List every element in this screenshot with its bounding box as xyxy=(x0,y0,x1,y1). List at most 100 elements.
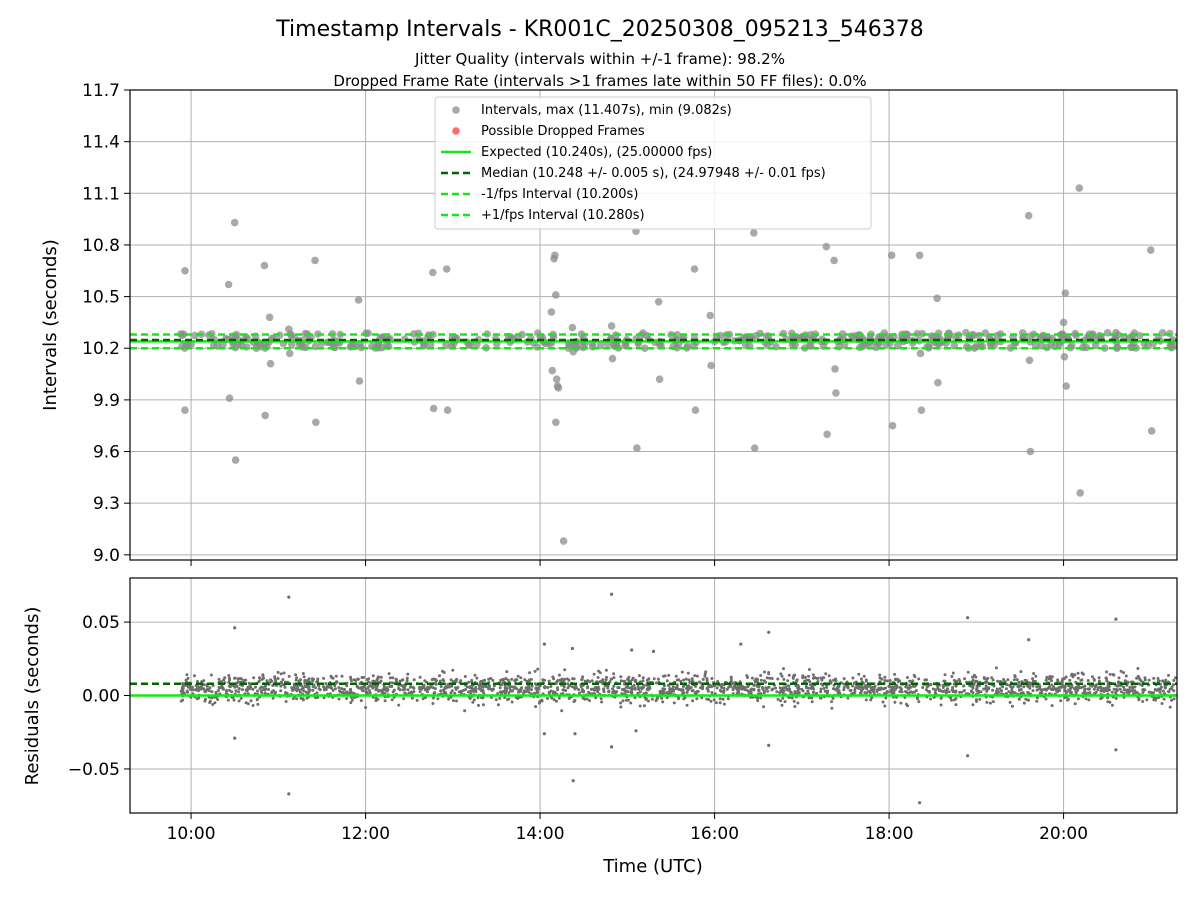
residual-point xyxy=(917,700,921,704)
residual-point xyxy=(792,699,796,703)
residual-point xyxy=(795,679,799,683)
residual-point xyxy=(966,754,970,758)
residual-point xyxy=(1156,679,1160,683)
residual-point xyxy=(322,676,326,680)
residual-point xyxy=(407,691,411,695)
residual-point xyxy=(412,678,416,682)
residual-point xyxy=(797,685,801,689)
residual-point xyxy=(252,676,256,680)
residual-point xyxy=(1101,687,1105,691)
residual-point xyxy=(595,685,598,689)
residual-point xyxy=(459,691,463,695)
residual-point xyxy=(866,685,869,689)
residual-point xyxy=(480,689,484,693)
residual-point xyxy=(418,685,422,689)
residual-point xyxy=(739,642,743,646)
residual-point xyxy=(1058,685,1061,689)
residual-point xyxy=(1090,675,1094,679)
residual-point xyxy=(633,696,637,700)
residual-point xyxy=(994,666,998,670)
interval-point xyxy=(887,251,896,260)
figure-title: Timestamp Intervals - KR001C_20250308_09… xyxy=(275,17,923,42)
intervals-data xyxy=(130,184,1177,545)
residual-point xyxy=(210,690,214,694)
residual-point xyxy=(893,677,897,681)
residual-point xyxy=(1031,677,1034,681)
residual-point xyxy=(630,691,634,695)
residual-point xyxy=(322,696,326,700)
residual-point xyxy=(929,682,933,686)
residual-point xyxy=(249,699,253,703)
residual-point xyxy=(590,679,594,683)
residual-point xyxy=(824,672,828,676)
interval-point xyxy=(429,404,438,413)
residual-point xyxy=(1143,688,1147,692)
residual-point xyxy=(807,686,811,690)
residual-point xyxy=(654,681,658,685)
residual-point xyxy=(881,700,885,704)
residual-point xyxy=(547,691,551,695)
residual-point xyxy=(812,690,815,694)
residual-point xyxy=(701,677,705,681)
residual-point xyxy=(1081,672,1085,676)
residual-point xyxy=(746,676,749,679)
residual-point xyxy=(501,677,505,681)
residual-point xyxy=(527,690,531,694)
residual-point xyxy=(695,674,699,678)
residual-point xyxy=(611,690,615,694)
residual-point xyxy=(934,688,938,692)
residual-point xyxy=(672,688,676,692)
residual-point xyxy=(263,691,267,695)
residual-point xyxy=(340,687,344,691)
residual-point xyxy=(658,690,662,694)
residual-point xyxy=(898,690,902,694)
residual-point xyxy=(941,683,945,687)
residual-point xyxy=(918,801,922,805)
residual-point xyxy=(1131,685,1135,689)
residual-point xyxy=(450,684,454,688)
residual-point xyxy=(204,697,208,701)
residual-point xyxy=(310,677,314,681)
residual-point xyxy=(1119,669,1123,673)
residual-point xyxy=(1114,690,1118,694)
residual-point xyxy=(376,677,380,681)
residual-point xyxy=(955,679,958,683)
residual-point xyxy=(580,678,584,682)
residual-point xyxy=(642,685,645,689)
residual-point xyxy=(400,678,404,682)
residual-point xyxy=(691,699,695,703)
residual-point xyxy=(498,696,502,700)
residual-point xyxy=(621,699,625,703)
residual-point xyxy=(255,697,259,701)
residual-point xyxy=(563,688,567,692)
residual-point xyxy=(261,674,265,678)
residual-point xyxy=(1083,687,1087,691)
residual-point xyxy=(1122,691,1126,695)
residual-point xyxy=(574,686,578,690)
x-tick-label: 18:00 xyxy=(865,824,914,844)
residual-point xyxy=(709,684,713,688)
residual-point xyxy=(556,688,560,692)
residual-point xyxy=(290,686,294,690)
residual-point xyxy=(669,687,673,691)
interval-point xyxy=(655,375,664,384)
residual-point xyxy=(842,682,846,686)
residual-point xyxy=(1045,676,1049,680)
residual-point xyxy=(1088,687,1091,691)
residual-point xyxy=(774,686,778,690)
residual-point xyxy=(582,690,585,694)
residual-point xyxy=(1073,673,1077,677)
residual-point xyxy=(508,686,512,690)
residual-point xyxy=(1059,699,1063,703)
residual-point xyxy=(672,701,676,705)
residual-point xyxy=(1066,698,1069,702)
residual-point xyxy=(971,686,975,690)
residual-point xyxy=(1135,691,1139,695)
interval-point xyxy=(1147,246,1155,254)
residual-point xyxy=(382,685,386,689)
residual-point xyxy=(391,676,395,680)
residual-point xyxy=(1069,690,1073,694)
residual-point xyxy=(1044,678,1048,682)
residual-point xyxy=(759,678,763,682)
residual-point xyxy=(1008,700,1012,704)
